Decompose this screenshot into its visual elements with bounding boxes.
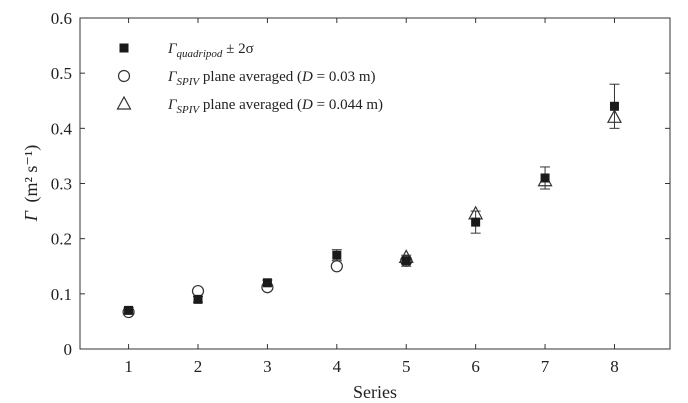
x-tick-label: 6 [471,357,480,376]
x-tick-label: 4 [333,357,342,376]
quadripod-point [193,294,203,304]
x-tick-label: 7 [541,357,550,376]
legend-label: ΓSPIV plane averaged (D = 0.03 m) [167,69,375,88]
y-tick-label: 0.3 [51,175,72,194]
quadripod-point [332,250,342,260]
quadripod-point [124,305,134,315]
y-tick-label: 0.5 [51,64,72,83]
legend-label: ΓSPIV plane averaged (D = 0.044 m) [167,97,383,116]
tick-labels: 1 2 3 4 5 6 7 8 0 0.1 0.2 0.3 0.4 0.5 0.6 [51,9,619,376]
y-axis-label: Γ (m² s⁻¹) [21,145,42,223]
y-axis-unit: (m² s⁻¹) [21,145,42,203]
legend-marker [117,69,131,83]
y-axis-symbol: Γ [21,210,41,222]
svg-text:Γ (m² s⁻¹): Γ (m² s⁻¹) [21,145,42,223]
legend-marker [119,43,129,53]
x-tick-label: 1 [124,357,133,376]
x-tick-label: 3 [263,357,272,376]
quadripod-point [609,101,619,111]
y-tick-label: 0.6 [51,9,72,28]
y-tick-label: 0 [64,340,73,359]
quadripod-point [471,217,481,227]
quadripod-point [401,256,411,266]
x-tick-label: 2 [194,357,203,376]
plot-area-frame [79,17,671,350]
x-tick-label: 5 [402,357,411,376]
axis-ticks [80,17,670,350]
quadripod-point [262,278,272,288]
x-axis-label: Series [353,382,397,402]
legend-label: Γquadripod ± 2σ [167,41,254,60]
data-marks [122,83,622,319]
legend: Γquadripod ± 2σ ΓSPIV plane averaged (D =… [116,41,383,116]
y-tick-label: 0.1 [51,285,72,304]
x-tick-label: 8 [610,357,619,376]
y-tick-label: 0.4 [51,119,73,138]
quadripod-point [540,173,550,183]
y-tick-label: 0.2 [51,230,72,249]
legend-marker [116,95,132,110]
spiv-003-point [330,260,343,273]
